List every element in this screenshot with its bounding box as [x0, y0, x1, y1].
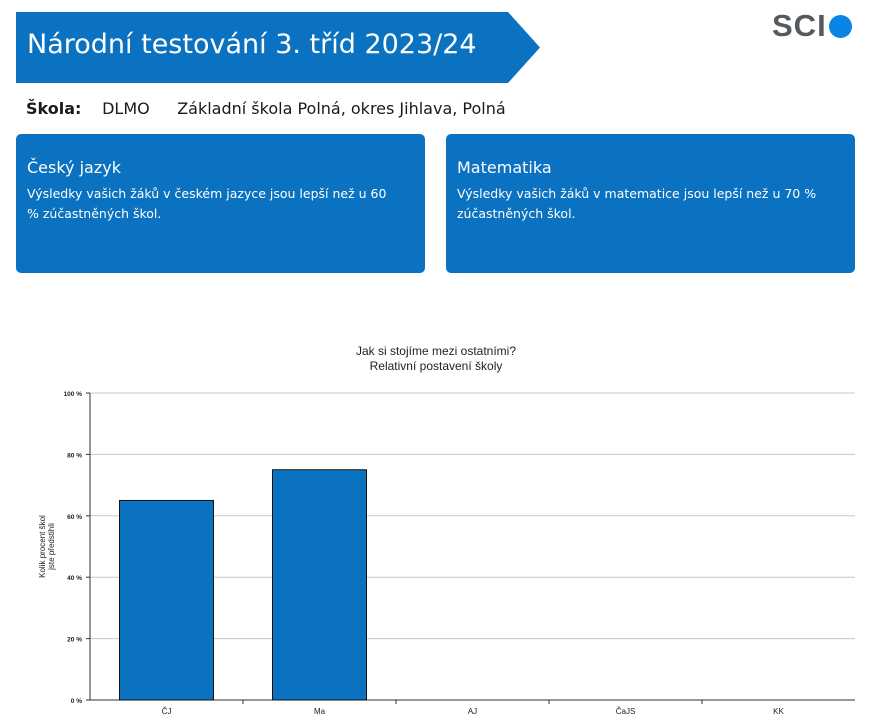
- banner-arrow-shape: [16, 12, 540, 83]
- card-title: Matematika: [457, 158, 552, 177]
- card-title: Český jazyk: [27, 158, 121, 177]
- school-name: Základní škola Polná, okres Jihlava, Pol…: [177, 99, 506, 118]
- school-label: Škola:: [26, 99, 82, 118]
- y-tick-label: 80 %: [67, 452, 82, 459]
- title-banner: Národní testování 3. tříd 2023/24: [16, 12, 540, 83]
- bar-ČJ: [119, 499, 214, 701]
- card-text: Výsledky vašich žáků v českém jazyce jso…: [27, 186, 387, 221]
- y-axis-label: Kolik procent školjste předstihli: [38, 515, 56, 578]
- school-code: DLMO: [102, 99, 150, 118]
- y-tick-label: 0 %: [71, 698, 82, 705]
- chart-subtitle: Relativní postavení školy: [370, 359, 503, 373]
- y-tick-label: 100 %: [64, 391, 83, 398]
- x-tick-label: AJ: [468, 707, 477, 716]
- x-tick-label: Ma: [314, 707, 326, 716]
- logo-text: SCI: [772, 8, 827, 43]
- czech-language-card: Český jazyk Výsledky vašich žáků v české…: [16, 134, 425, 273]
- x-tick-label: ČaJS: [616, 707, 636, 716]
- y-tick-label: 40 %: [67, 575, 82, 582]
- scio-logo: SCI: [772, 8, 852, 43]
- x-tick-label: KK: [773, 707, 784, 716]
- relative-position-chart: Jak si stojíme mezi ostatními? Relativní…: [38, 344, 855, 716]
- card-text: Výsledky vašich žáků v matematice jsou l…: [457, 186, 817, 221]
- school-info: Škola: DLMO Základní škola Polná, okres …: [26, 99, 506, 118]
- chart-title: Jak si stojíme mezi ostatními?: [356, 344, 516, 358]
- mathematics-card: Matematika Výsledky vašich žáků v matema…: [446, 134, 855, 273]
- bar-Ma: [272, 469, 367, 701]
- logo-dot-icon: [828, 14, 852, 38]
- page-title: Národní testování 3. tříd 2023/24: [27, 29, 477, 60]
- x-tick-label: ČJ: [162, 707, 172, 716]
- y-tick-label: 60 %: [67, 514, 82, 521]
- y-tick-label: 20 %: [67, 637, 82, 644]
